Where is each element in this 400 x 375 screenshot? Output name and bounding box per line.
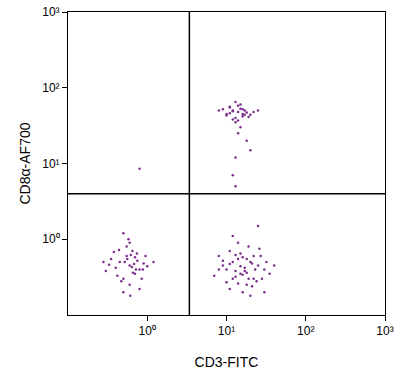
svg-text:CD8α-AF700: CD8α-AF700 [17, 122, 33, 204]
svg-text:10²: 10² [42, 81, 59, 95]
svg-text:10³: 10³ [42, 5, 59, 19]
svg-text:10¹: 10¹ [218, 324, 235, 338]
svg-text:10⁰: 10⁰ [139, 324, 156, 338]
svg-text:CD3-FITC: CD3-FITC [195, 354, 259, 370]
svg-text:10⁰: 10⁰ [42, 232, 59, 246]
svg-text:10³: 10³ [376, 324, 393, 338]
svg-text:10¹: 10¹ [42, 157, 59, 171]
svg-text:10²: 10² [297, 324, 314, 338]
